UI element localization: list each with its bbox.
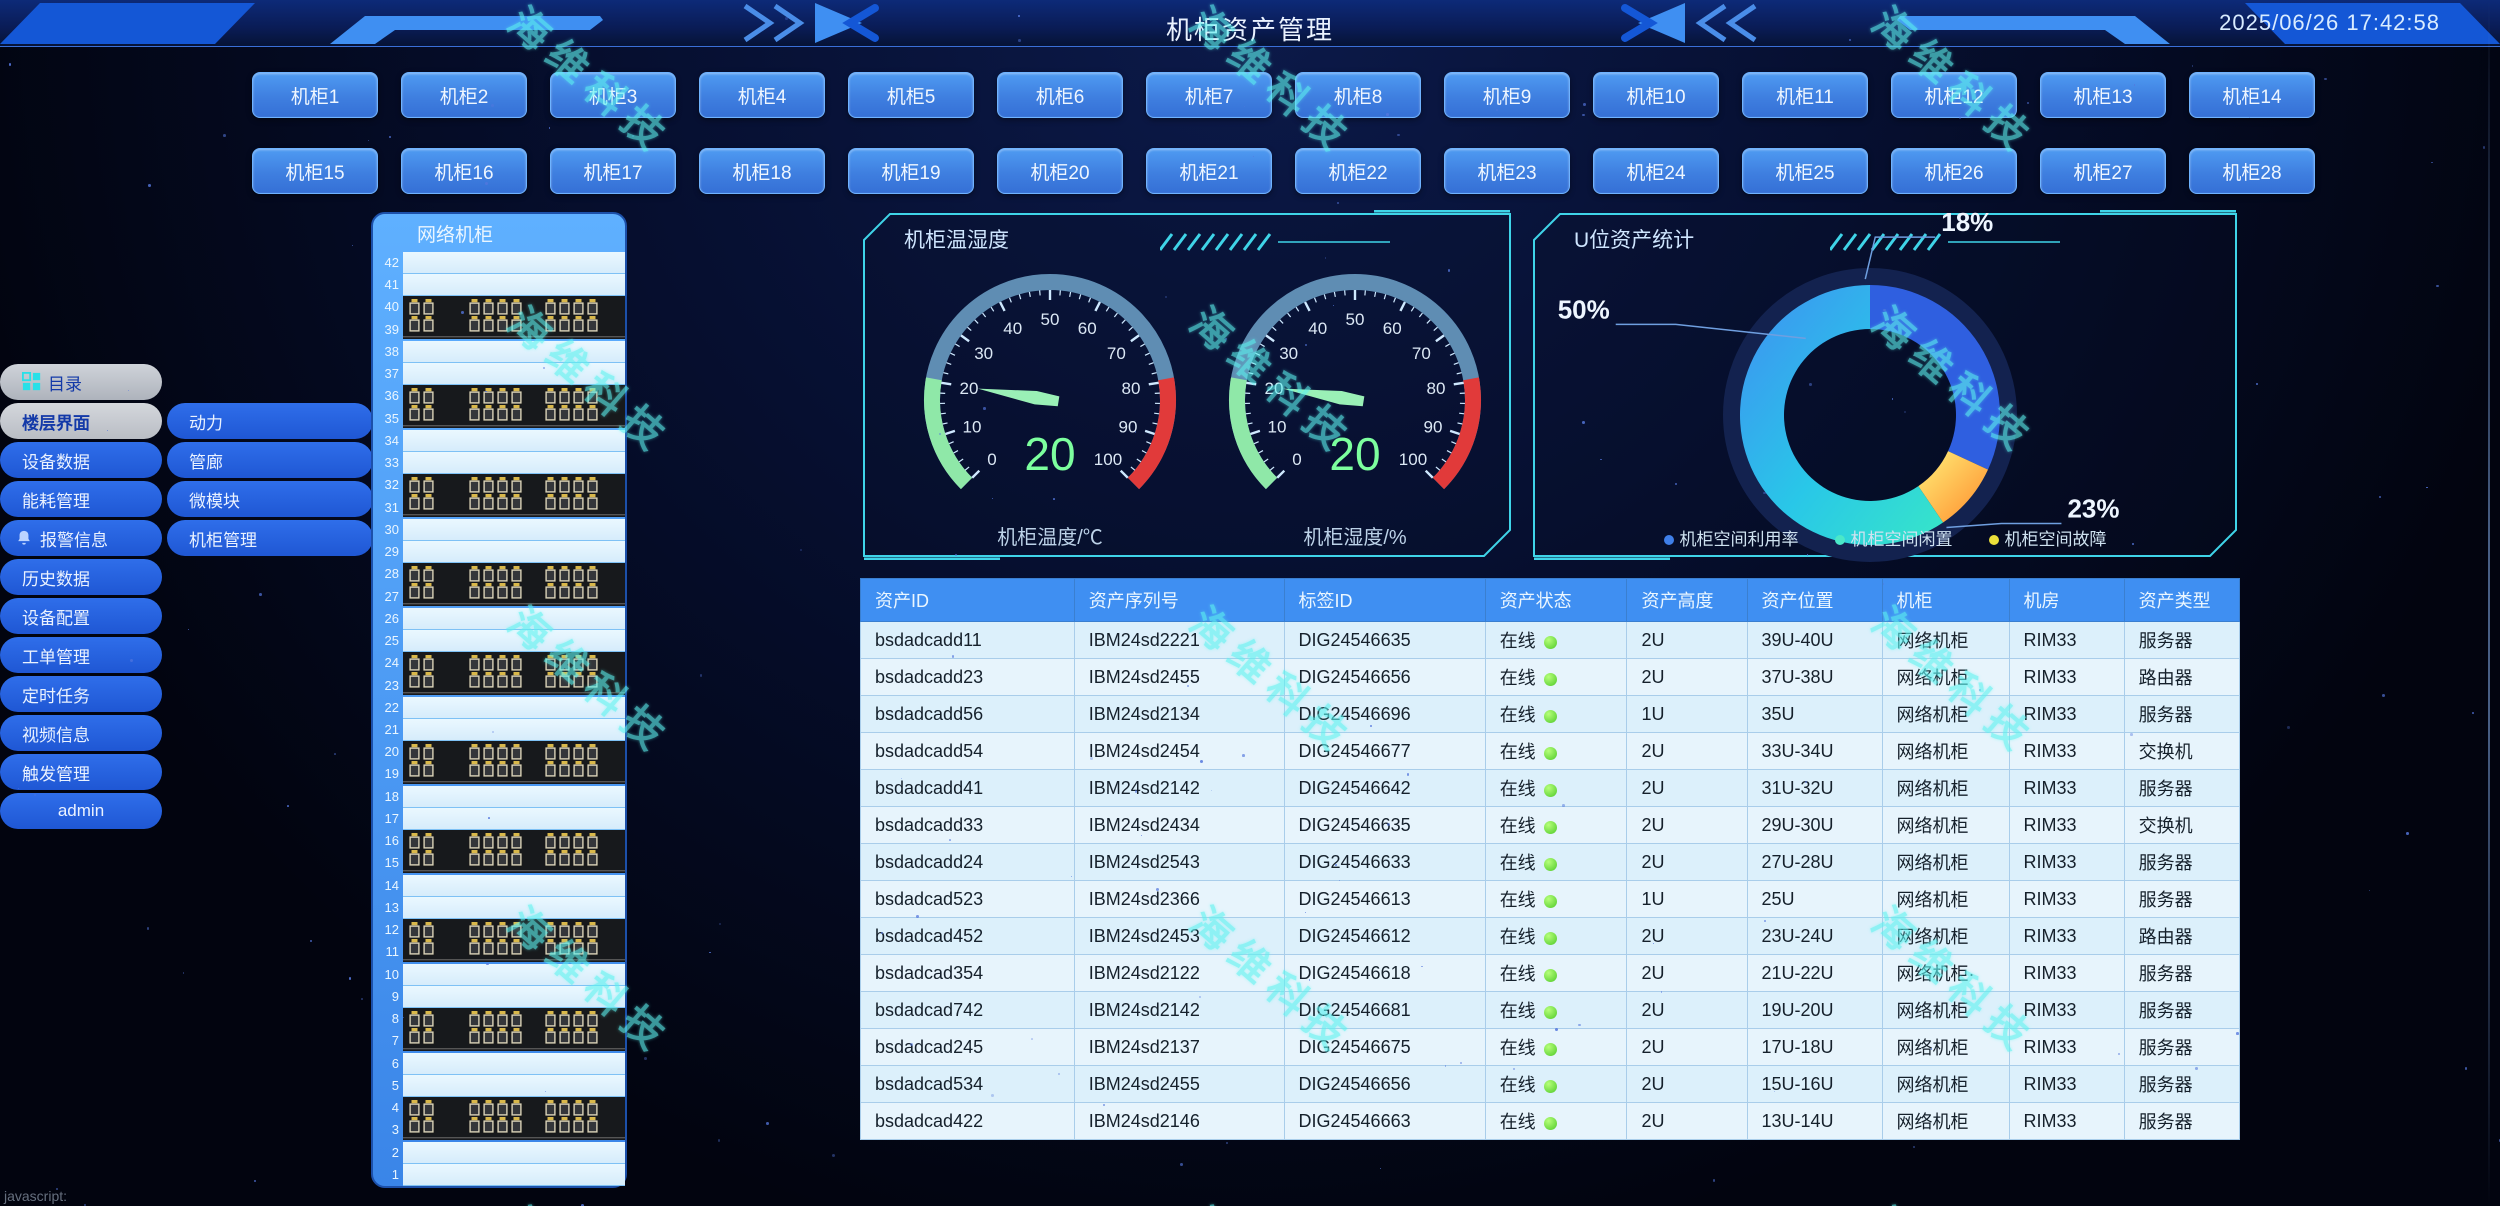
svg-text:30: 30 (1279, 344, 1298, 363)
svg-text:50: 50 (1041, 310, 1060, 329)
svg-text:90: 90 (1119, 417, 1138, 436)
svg-text:30: 30 (974, 344, 993, 363)
svg-text:0: 0 (987, 450, 996, 469)
svg-text:80: 80 (1122, 379, 1141, 398)
svg-text:10: 10 (1268, 417, 1287, 436)
svg-text:18%: 18% (1941, 207, 1993, 237)
svg-text:23%: 23% (2067, 493, 2119, 523)
svg-text:100: 100 (1094, 450, 1122, 469)
svg-text:80: 80 (1427, 379, 1446, 398)
svg-text:100: 100 (1399, 450, 1427, 469)
svg-text:70: 70 (1107, 344, 1126, 363)
svg-text:10: 10 (963, 417, 982, 436)
svg-text:60: 60 (1078, 319, 1097, 338)
svg-text:40: 40 (1308, 319, 1327, 338)
svg-text:50%: 50% (1558, 294, 1610, 324)
svg-text:40: 40 (1003, 319, 1022, 338)
svg-text:90: 90 (1424, 417, 1443, 436)
svg-text:0: 0 (1292, 450, 1301, 469)
svg-text:20: 20 (1024, 428, 1075, 480)
svg-text:20: 20 (1265, 379, 1284, 398)
svg-text:70: 70 (1412, 344, 1431, 363)
svg-text:20: 20 (960, 379, 979, 398)
svg-text:20: 20 (1329, 428, 1380, 480)
svg-text:50: 50 (1346, 310, 1365, 329)
svg-text:60: 60 (1383, 319, 1402, 338)
